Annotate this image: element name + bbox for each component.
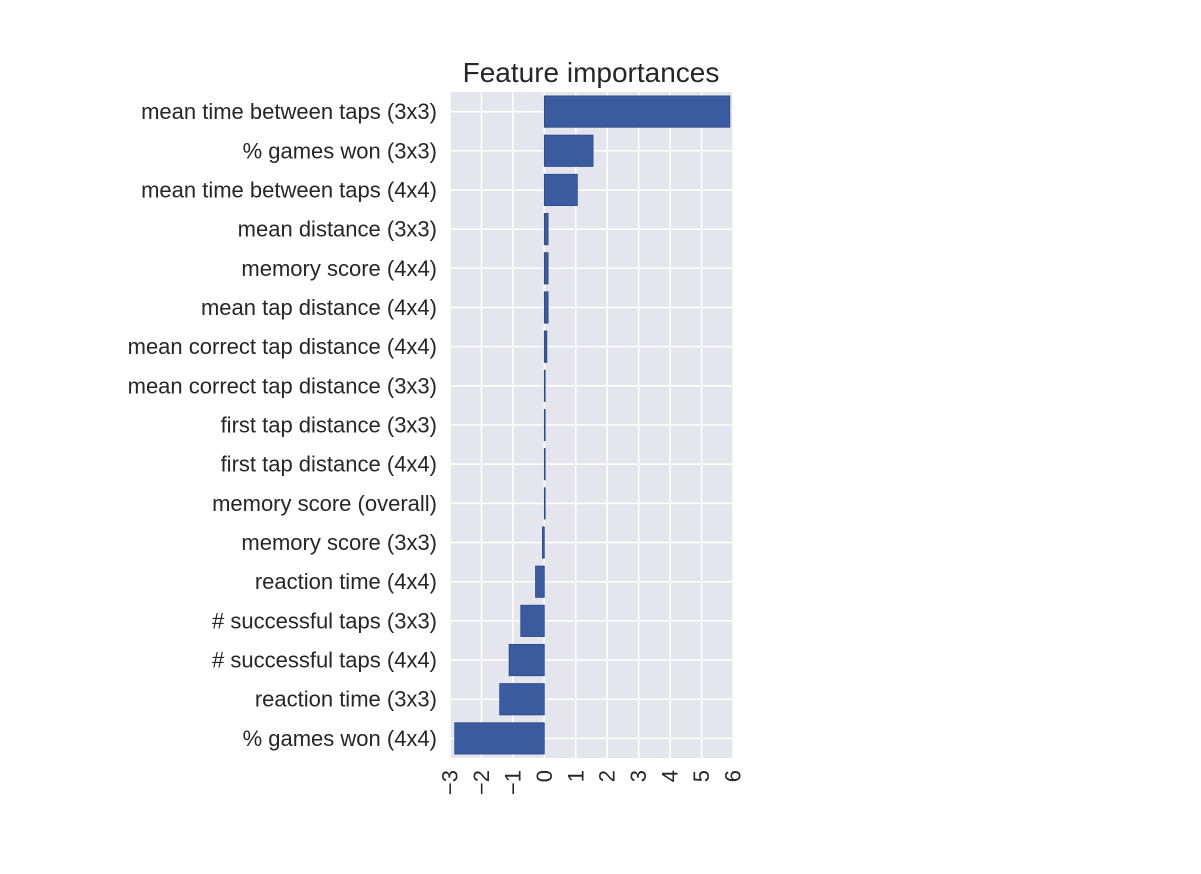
category-label: reaction time (3x3) — [255, 687, 437, 712]
bar — [543, 369, 546, 402]
category-label: mean tap distance (4x4) — [201, 295, 437, 320]
x-tick-label: −1 — [500, 770, 525, 795]
x-tick-label: −3 — [438, 770, 463, 795]
category-label: reaction time (4x4) — [255, 569, 437, 594]
category-label: first tap distance (4x4) — [221, 452, 437, 477]
chart-title: Feature importances — [463, 57, 720, 88]
bar — [543, 408, 546, 442]
x-tick-labels: −3 −2 −1 0 1 2 3 4 5 6 — [438, 770, 746, 795]
category-label: # successful taps (4x4) — [212, 648, 437, 673]
bar — [542, 526, 545, 559]
bar — [543, 330, 548, 363]
category-label: memory score (3x3) — [241, 530, 437, 555]
category-label: mean distance (3x3) — [238, 217, 437, 242]
x-tick-label: 6 — [721, 770, 746, 782]
x-tick-label: 5 — [689, 770, 714, 782]
bar — [543, 291, 549, 324]
category-label: mean time between taps (4x4) — [141, 177, 437, 202]
bar — [454, 722, 545, 755]
x-tick-label: −2 — [469, 770, 494, 795]
x-tick-label: 2 — [595, 770, 620, 782]
bar — [543, 448, 546, 481]
category-label: mean correct tap distance (3x3) — [128, 373, 437, 398]
x-tick-label: 1 — [563, 770, 588, 782]
category-label: # successful taps (3x3) — [212, 608, 437, 633]
bar — [543, 134, 594, 167]
bars — [454, 95, 731, 755]
bar — [543, 252, 549, 285]
category-label: mean time between taps (3x3) — [141, 99, 437, 124]
bar — [508, 643, 545, 677]
x-tick-label: 0 — [532, 770, 557, 782]
x-tick-label: 4 — [658, 770, 683, 782]
bar — [520, 604, 545, 637]
bar — [535, 565, 545, 598]
category-labels: mean time between taps (3x3) % games won … — [128, 99, 437, 751]
category-label: memory score (4x4) — [241, 256, 437, 281]
category-label: % games won (4x4) — [243, 726, 437, 751]
x-tick-label: 3 — [626, 770, 651, 782]
bar — [543, 487, 546, 520]
bar — [543, 213, 549, 246]
bar — [543, 95, 731, 128]
bar — [543, 173, 578, 207]
bar — [499, 683, 545, 716]
category-label: mean correct tap distance (4x4) — [128, 334, 437, 359]
category-label: % games won (3x3) — [243, 138, 437, 163]
category-label: memory score (overall) — [212, 491, 437, 516]
category-label: first tap distance (3x3) — [221, 413, 437, 438]
